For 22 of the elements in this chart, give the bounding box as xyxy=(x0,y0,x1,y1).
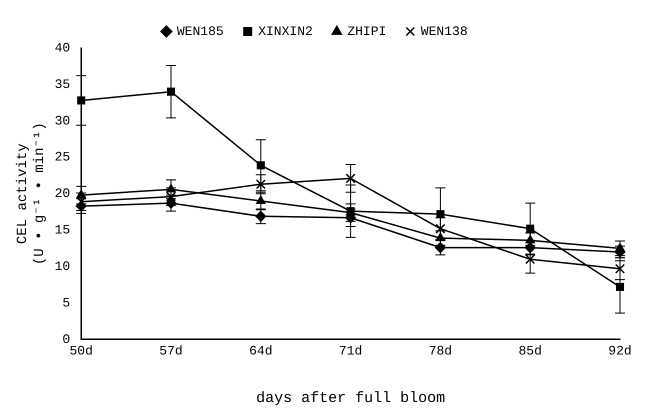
x-tick-label: 71d xyxy=(338,344,362,359)
legend-label: XINXIN2 xyxy=(258,24,313,39)
x-axis-title: days after full bloom xyxy=(256,390,446,407)
y-tick-label: 40 xyxy=(54,40,70,56)
x-tick-label: 57d xyxy=(159,344,183,359)
y-tick-label: 5 xyxy=(62,295,70,310)
x-tick-label: 92d xyxy=(608,344,632,359)
y-tick-label: 25 xyxy=(54,150,70,165)
y-tick-label: 35 xyxy=(54,76,70,92)
y-tick-label: 10 xyxy=(54,258,70,274)
y-tick-label: 15 xyxy=(54,222,70,238)
y-tick-label: 0 xyxy=(62,332,70,347)
y-tick-label: 20 xyxy=(54,186,70,202)
legend-label: WEN185 xyxy=(176,24,224,39)
y-tick-label: 30 xyxy=(54,113,70,128)
x-tick-label: 85d xyxy=(518,344,542,359)
y-axis-title: CEL activity (U • g⁻¹ • min⁻¹) xyxy=(15,122,48,266)
x-tick-label: 78d xyxy=(428,344,452,359)
x-tick-label: 50d xyxy=(70,344,93,359)
legend-label: WEN138 xyxy=(420,24,468,39)
x-tick-label: 64d xyxy=(249,344,273,359)
legend-label: ZHIPI xyxy=(347,24,386,39)
